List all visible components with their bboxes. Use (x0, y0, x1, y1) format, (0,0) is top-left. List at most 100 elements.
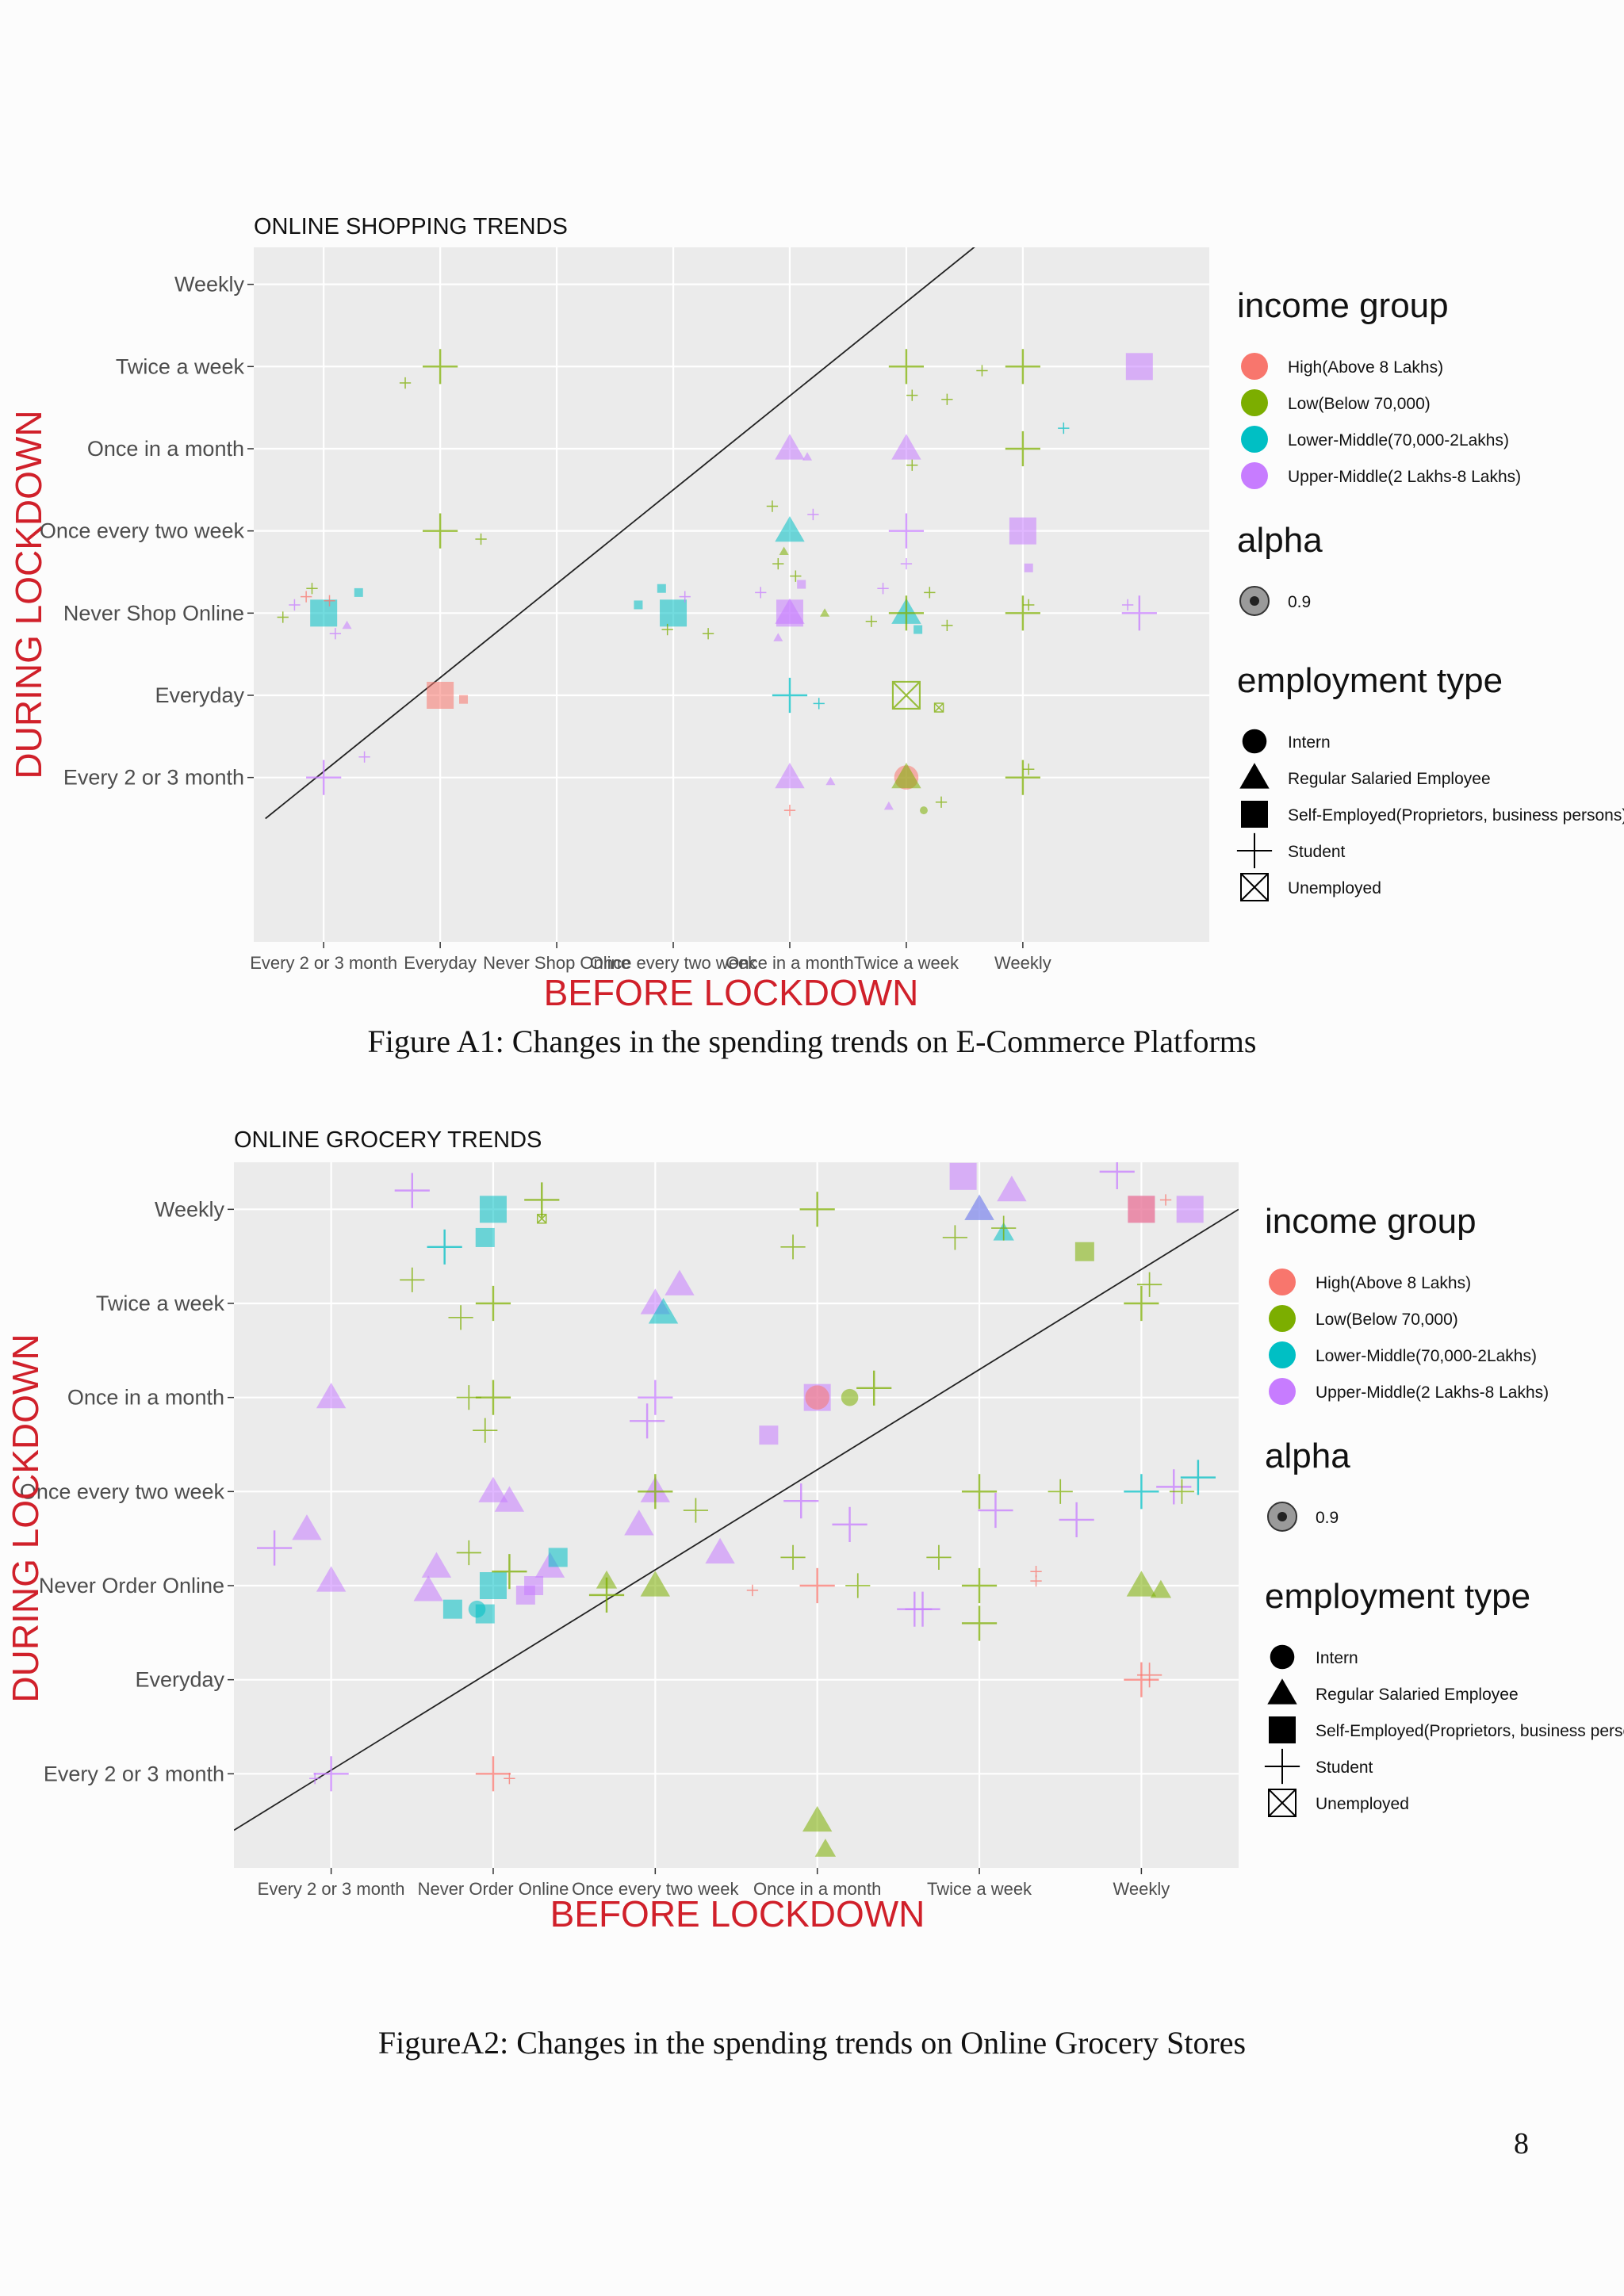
y-tick-label: Every 2 or 3 month (44, 1762, 224, 1785)
data-point (759, 1425, 779, 1445)
data-point (504, 1773, 515, 1785)
legend-shape (1270, 1644, 1295, 1670)
data-point (289, 599, 301, 611)
data-point (1005, 349, 1040, 385)
legend-swatch-dot (1250, 596, 1259, 606)
data-point (799, 1567, 835, 1604)
data-point (780, 1544, 806, 1570)
y-tick-label: Once every two week (40, 519, 245, 543)
data-point (1005, 595, 1040, 631)
data-point (640, 1571, 671, 1597)
data-point (475, 1756, 511, 1792)
data-point (779, 546, 789, 555)
legend-title-income: income group (1237, 286, 1449, 325)
x-tick-label: Twice a week (854, 953, 959, 973)
data-point (478, 1476, 508, 1502)
data-point (421, 1552, 452, 1578)
data-point (941, 393, 953, 405)
y-tick-label: Weekly (155, 1197, 225, 1221)
points-layer (256, 1162, 1216, 1857)
legend-label: Upper-Middle(2 Lakhs-8 Lakhs) (1288, 468, 1521, 486)
y-tick-label: Everyday (135, 1668, 224, 1692)
data-point (292, 1514, 322, 1540)
legend: income group High(Above 8 Lakhs) Low(Below… (1264, 1202, 1624, 1817)
legend-label: Low(Below 70,000) (1316, 1311, 1458, 1329)
y-tick-label: Twice a week (116, 354, 245, 378)
data-point (961, 1474, 998, 1510)
data-point (316, 1566, 347, 1592)
data-point (456, 1540, 481, 1566)
data-point (877, 583, 889, 595)
data-point (978, 1492, 1013, 1529)
chart-title: ONLINE GROCERY TRENDS (234, 1127, 542, 1153)
data-point (665, 1269, 695, 1295)
x-tick-label: Every 2 or 3 month (250, 953, 397, 973)
data-point (755, 587, 767, 599)
data-point (1124, 1474, 1159, 1510)
data-point (949, 1162, 977, 1190)
data-point (832, 1506, 868, 1542)
data-point (906, 459, 918, 471)
data-point (277, 611, 289, 623)
data-point (427, 1229, 462, 1265)
legend-label: Self-Employed(Proprietors, business pers… (1316, 1722, 1624, 1740)
data-point (638, 1380, 673, 1415)
legend-title-income: income group (1265, 1202, 1477, 1241)
data-point (1159, 1194, 1172, 1206)
data-point (475, 1380, 511, 1415)
x-tick-label: Never Shop Online (483, 953, 630, 973)
legend-label: Regular Salaried Employee (1288, 770, 1491, 788)
legend-title-employment: employment type (1265, 1577, 1530, 1616)
data-point (775, 515, 805, 542)
data-point (313, 1756, 349, 1792)
y-axis-title: DURING LOCKDOWN (5, 1334, 46, 1702)
legend-label: Student (1288, 843, 1346, 861)
y-tick-label: Never Shop Online (63, 601, 244, 625)
data-point (524, 1182, 560, 1218)
data-point (475, 1604, 495, 1624)
data-point (448, 1305, 473, 1330)
legend-shape (1264, 1748, 1300, 1785)
data-point (775, 434, 805, 460)
x-tick-label: Everyday (404, 953, 477, 973)
data-point (1124, 1662, 1159, 1697)
data-point (702, 628, 714, 640)
data-point (1030, 1575, 1042, 1587)
data-point (309, 1773, 321, 1785)
legend: income group High(Above 8 Lakhs) Low(Below… (1236, 286, 1624, 901)
data-point (1005, 430, 1040, 467)
reference-line (265, 247, 975, 820)
data-point (329, 628, 342, 640)
legend-label: High(Above 8 Lakhs) (1316, 1274, 1471, 1292)
data-point (1128, 1196, 1155, 1223)
legend-label: Unemployed (1316, 1795, 1409, 1813)
data-point (456, 1385, 481, 1410)
data-point (797, 580, 806, 589)
data-point (473, 1418, 498, 1443)
data-point (1125, 353, 1153, 381)
data-point (1023, 763, 1035, 775)
data-point (638, 1474, 673, 1510)
data-point (1058, 422, 1070, 434)
data-point (920, 806, 928, 815)
data-point (845, 1573, 871, 1598)
data-point (924, 587, 936, 599)
data-point (423, 513, 458, 549)
legend-label: 0.9 (1288, 593, 1311, 611)
page-number: 8 (1514, 2127, 1529, 2160)
data-point (1048, 1479, 1073, 1504)
legend-label: Self-Employed(Proprietors, business pers… (1288, 806, 1624, 825)
data-point (427, 681, 454, 709)
data-point (906, 389, 918, 401)
data-point (933, 702, 944, 713)
data-point (400, 1267, 425, 1292)
data-point (991, 1215, 1017, 1241)
legend-label: Lower-Middle(70,000-2Lakhs) (1316, 1347, 1537, 1365)
legend-label: Low(Below 70,000) (1288, 395, 1431, 413)
data-point (324, 595, 335, 607)
data-point (492, 1554, 527, 1590)
data-point (537, 1213, 547, 1224)
legend-shape (1241, 801, 1268, 828)
data-point (475, 533, 487, 545)
data-point (306, 583, 318, 595)
